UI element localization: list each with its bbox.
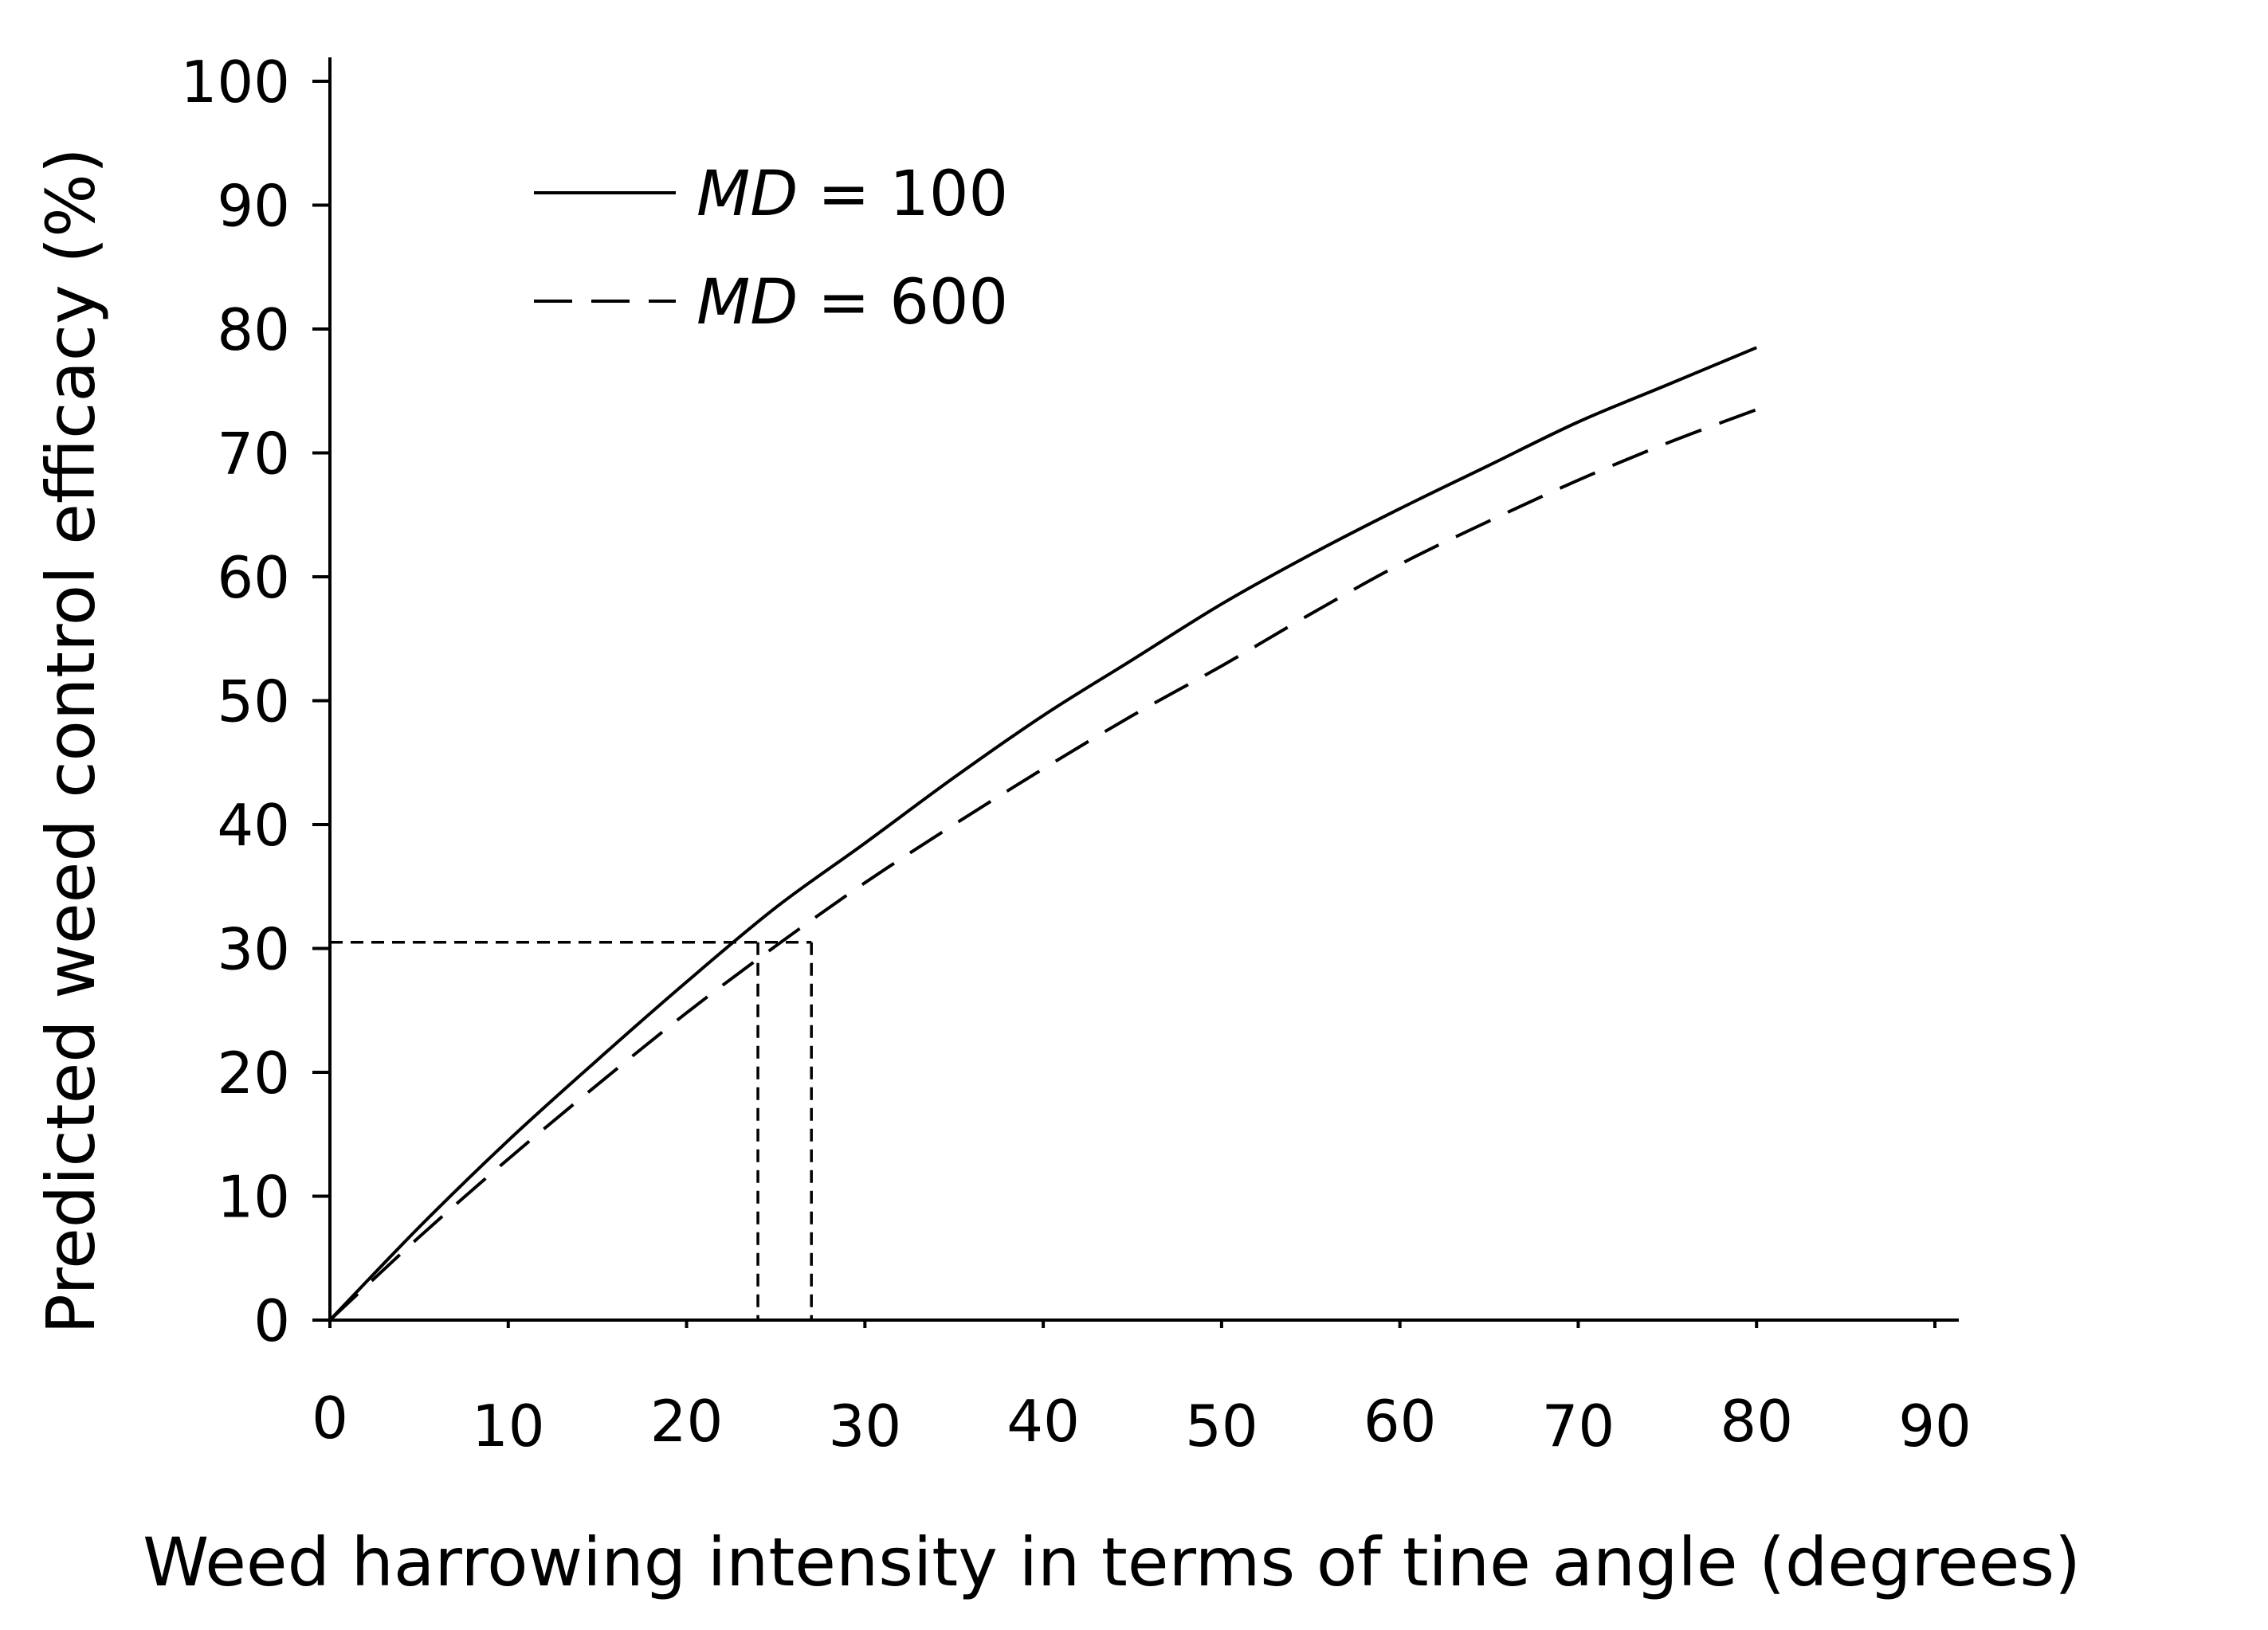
x-tick-label: 30 (829, 1393, 902, 1460)
y-tick-label: 20 (217, 1040, 290, 1107)
x-tick-label: 60 (1364, 1388, 1437, 1455)
y-tick-label: 30 (217, 916, 290, 983)
x-tick-label: 80 (1720, 1388, 1793, 1455)
y-tick-label: 0 (253, 1287, 290, 1354)
x-tick-label: 0 (312, 1385, 348, 1452)
x-tick-label: 40 (1006, 1388, 1080, 1455)
x-tick-label: 10 (472, 1393, 545, 1460)
x-ticks: 0 10 20 30 40 50 60 70 80 90 (312, 1320, 1972, 1460)
legend-label-md-100-value: = 100 (798, 159, 1008, 230)
y-tick-label: 60 (217, 544, 290, 611)
series-line-md-100 (328, 346, 1757, 1322)
y-tick-label: 70 (217, 421, 290, 488)
y-tick-label: 10 (217, 1164, 290, 1231)
x-axis-title: Weed harrowing intensity in terms of tin… (143, 1523, 2081, 1601)
x-tick-label: 20 (650, 1388, 724, 1455)
y-ticks: 0 10 20 30 40 50 60 70 80 90 100 (181, 49, 330, 1354)
legend-label-md-100-italic: MD (696, 159, 798, 230)
y-tick-label: 50 (217, 668, 290, 735)
legend-item-md-100: MD = 100 (534, 159, 1008, 230)
legend-label-md-100: MD = 100 (696, 159, 1008, 230)
axes (328, 57, 1959, 1322)
x-tick-label: 90 (1898, 1393, 1972, 1460)
y-tick-label: 90 (217, 173, 290, 240)
legend-label-md-600-value: = 600 (798, 267, 1008, 339)
y-tick-label: 80 (217, 296, 290, 363)
reference-lines (330, 940, 813, 1320)
series-group (328, 346, 1757, 1322)
legend-label-md-600: MD = 600 (696, 267, 1008, 339)
x-tick-label: 70 (1542, 1393, 1615, 1460)
y-tick-label: 100 (181, 49, 290, 116)
legend: MD = 100 MD = 600 (534, 159, 1008, 339)
series-line-md-600 (328, 408, 1757, 1322)
x-tick-label: 50 (1185, 1393, 1258, 1460)
legend-label-md-600-italic: MD (696, 267, 798, 339)
legend-item-md-600: MD = 600 (534, 267, 1008, 339)
y-axis-title: Predicted weed control efficacy (%) (32, 147, 110, 1334)
y-tick-label: 40 (217, 792, 290, 859)
